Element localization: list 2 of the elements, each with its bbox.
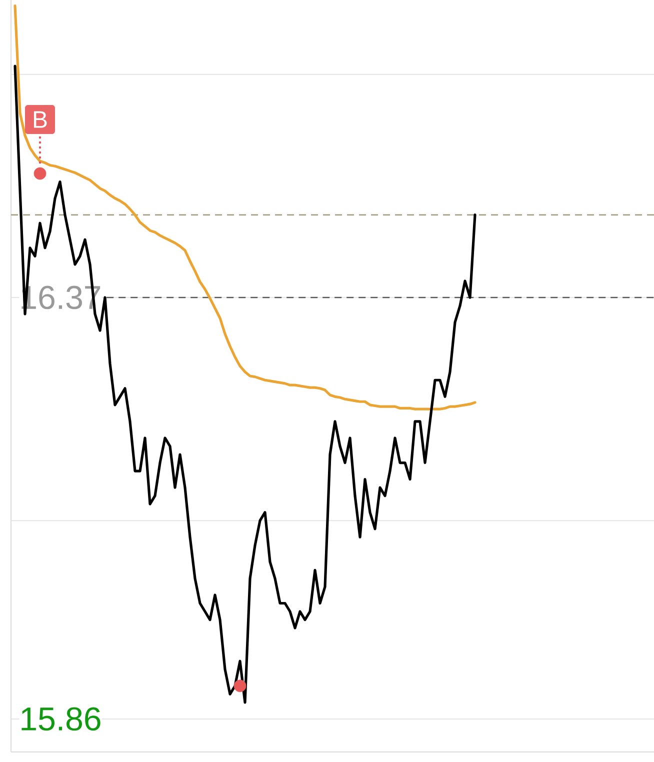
annotation: B — [34, 111, 47, 128]
y-tick-label: 15.86 — [22, 707, 100, 731]
